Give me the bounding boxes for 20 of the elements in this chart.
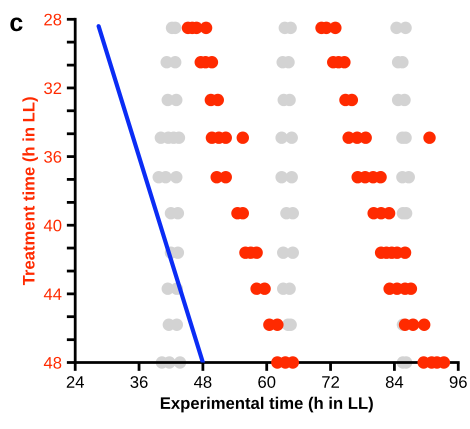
x-tick-label: 48 — [194, 376, 212, 388]
y-tick-label: 36 — [44, 150, 62, 163]
point — [286, 170, 298, 184]
y-tick-label: 28 — [44, 14, 62, 26]
x-tick-label: 72 — [322, 376, 339, 388]
text: c — [10, 18, 23, 32]
x-tick-label: 36 — [130, 376, 148, 388]
y-tick-label: 32 — [44, 82, 62, 94]
y-tick-label: 48 — [44, 356, 62, 369]
x-tick-label: 60 — [258, 376, 276, 388]
y-tick-label: 44 — [44, 288, 62, 300]
point — [170, 170, 182, 184]
y-tick-label: 40 — [44, 220, 62, 232]
x-tick-label: 24 — [66, 376, 84, 388]
x-tick-label: 96 — [450, 376, 467, 388]
x-tick-label: 84 — [386, 376, 404, 388]
point — [286, 132, 298, 144]
y-axis-title: Treatment time (h in LL) — [22, 97, 38, 286]
x-axis-title: Experimental time (h in LL) — [160, 396, 373, 412]
point — [286, 246, 300, 259]
